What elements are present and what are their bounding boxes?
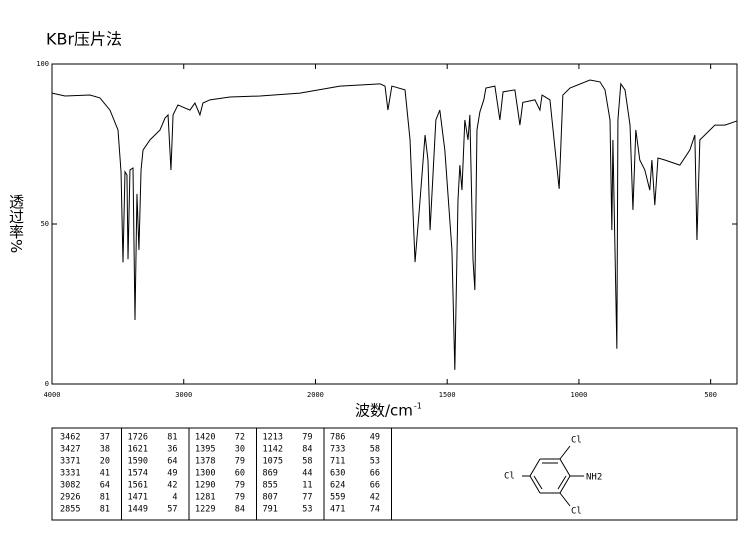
peak-wavenumber: 1300 bbox=[195, 469, 215, 479]
peak-wavenumber: 1378 bbox=[195, 457, 215, 467]
peak-wavenumber: 1726 bbox=[128, 433, 148, 443]
peak-transmittance: 37 bbox=[100, 433, 110, 443]
y-tick-label: 100 bbox=[36, 60, 49, 68]
x-axis-label: 波数/cm bbox=[355, 402, 413, 420]
peak-transmittance: 79 bbox=[235, 457, 245, 467]
peak-wavenumber: 471 bbox=[330, 505, 345, 515]
peak-wavenumber: 1075 bbox=[263, 457, 283, 467]
peak-wavenumber: 1290 bbox=[195, 481, 215, 491]
peak-transmittance: 81 bbox=[100, 493, 110, 503]
chart-title: KBr压片法 bbox=[46, 30, 122, 49]
peak-transmittance: 30 bbox=[235, 445, 245, 455]
peak-transmittance: 64 bbox=[100, 481, 110, 491]
peak-wavenumber: 1213 bbox=[263, 433, 283, 443]
peak-wavenumber: 3331 bbox=[60, 469, 80, 479]
peak-transmittance: 84 bbox=[302, 445, 312, 455]
atom-label: Cl bbox=[571, 436, 582, 446]
peak-wavenumber: 1590 bbox=[128, 457, 148, 467]
peak-transmittance: 58 bbox=[302, 457, 312, 467]
y-tick-label: 50 bbox=[41, 220, 49, 228]
peak-wavenumber: 2926 bbox=[60, 493, 80, 503]
x-tick-label: 1000 bbox=[570, 391, 587, 399]
peak-transmittance: 42 bbox=[370, 493, 380, 503]
peak-transmittance: 79 bbox=[235, 481, 245, 491]
peak-transmittance: 42 bbox=[167, 481, 177, 491]
peak-transmittance: 20 bbox=[100, 457, 110, 467]
peak-wavenumber: 786 bbox=[330, 433, 345, 443]
peak-wavenumber: 1471 bbox=[128, 493, 148, 503]
peak-transmittance: 79 bbox=[302, 433, 312, 443]
peak-transmittance: 66 bbox=[370, 481, 380, 491]
peak-wavenumber: 2855 bbox=[60, 505, 80, 515]
peak-wavenumber: 3082 bbox=[60, 481, 80, 491]
x-tick-label: 3000 bbox=[175, 391, 192, 399]
atom-label: Cl bbox=[571, 507, 582, 517]
peak-wavenumber: 3462 bbox=[60, 433, 80, 443]
peak-transmittance: 49 bbox=[370, 433, 380, 443]
x-axis-label-sup: -1 bbox=[414, 402, 422, 411]
peak-transmittance: 77 bbox=[302, 493, 312, 503]
peak-transmittance: 41 bbox=[100, 469, 110, 479]
peak-transmittance: 38 bbox=[100, 445, 110, 455]
x-tick-label: 2000 bbox=[307, 391, 324, 399]
peak-transmittance: 84 bbox=[235, 505, 245, 515]
peak-transmittance: 81 bbox=[100, 505, 110, 515]
peak-wavenumber: 3427 bbox=[60, 445, 80, 455]
peak-transmittance: 74 bbox=[370, 505, 380, 515]
plot-frame bbox=[51, 63, 738, 385]
peak-wavenumber: 559 bbox=[330, 493, 345, 503]
peak-wavenumber: 624 bbox=[330, 481, 345, 491]
peak-wavenumber: 807 bbox=[263, 493, 278, 503]
table-frame bbox=[51, 427, 738, 521]
peak-transmittance: 57 bbox=[167, 505, 177, 515]
peak-wavenumber: 869 bbox=[263, 469, 278, 479]
peak-wavenumber: 1574 bbox=[128, 469, 148, 479]
y-axis-label: 透过率% bbox=[7, 194, 25, 253]
peak-transmittance: 81 bbox=[167, 433, 177, 443]
peak-wavenumber: 791 bbox=[263, 505, 278, 515]
atom-label: NH2 bbox=[586, 473, 602, 483]
peak-wavenumber: 1281 bbox=[195, 493, 215, 503]
peak-wavenumber: 1395 bbox=[195, 445, 215, 455]
spectrum-line bbox=[51, 79, 738, 370]
x-tick-label: 4000 bbox=[44, 391, 61, 399]
structure-bonds bbox=[522, 445, 584, 507]
peak-wavenumber: 1561 bbox=[128, 481, 148, 491]
peak-wavenumber: 3371 bbox=[60, 457, 80, 467]
peak-wavenumber: 1142 bbox=[263, 445, 283, 455]
peak-transmittance: 36 bbox=[167, 445, 177, 455]
peak-transmittance: 44 bbox=[302, 469, 312, 479]
peak-wavenumber: 1621 bbox=[128, 445, 148, 455]
peak-transmittance: 11 bbox=[302, 481, 312, 491]
y-tick-label: 0 bbox=[45, 380, 49, 388]
peak-wavenumber: 1449 bbox=[128, 505, 148, 515]
peak-wavenumber: 711 bbox=[330, 457, 345, 467]
peak-transmittance: 58 bbox=[370, 445, 380, 455]
peak-transmittance: 53 bbox=[370, 457, 380, 467]
peak-wavenumber: 733 bbox=[330, 445, 345, 455]
peak-wavenumber: 630 bbox=[330, 469, 345, 479]
peak-wavenumber: 1229 bbox=[195, 505, 215, 515]
atom-label: Cl bbox=[504, 472, 515, 482]
x-tick-label: 1500 bbox=[439, 391, 456, 399]
peak-transmittance: 64 bbox=[167, 457, 177, 467]
peak-transmittance: 49 bbox=[167, 469, 177, 479]
peak-wavenumber: 855 bbox=[263, 481, 278, 491]
peak-transmittance: 66 bbox=[370, 469, 380, 479]
peak-transmittance: 72 bbox=[235, 433, 245, 443]
x-tick-label: 500 bbox=[704, 391, 717, 399]
peak-transmittance: 60 bbox=[235, 469, 245, 479]
peak-wavenumber: 1420 bbox=[195, 433, 215, 443]
peak-transmittance: 53 bbox=[302, 505, 312, 515]
peak-transmittance: 4 bbox=[172, 493, 177, 503]
peak-transmittance: 79 bbox=[235, 493, 245, 503]
